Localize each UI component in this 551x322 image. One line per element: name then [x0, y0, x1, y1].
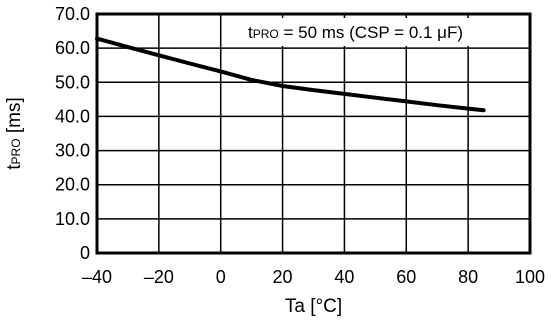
y-tick-label: 30.0 [55, 141, 90, 161]
x-tick-label: 100 [515, 267, 545, 287]
x-axis-label: Ta [°C] [285, 296, 342, 317]
x-tick-label: 0 [216, 267, 226, 287]
y-tick-label: 40.0 [55, 106, 90, 126]
annotation-box [241, 18, 526, 46]
y-axis-label: tPRO [ms] [4, 97, 25, 169]
y-tick-label: 50.0 [55, 72, 90, 92]
y-tick-label: 0 [80, 243, 90, 263]
x-tick-label: 40 [334, 267, 354, 287]
x-tick-label: 20 [273, 267, 293, 287]
y-tick-label: 70.0 [55, 4, 90, 24]
y-tick-label: 10.0 [55, 209, 90, 229]
x-tick-label: –40 [82, 267, 112, 287]
x-tick-label: –20 [144, 267, 174, 287]
x-tick-label: 60 [396, 267, 416, 287]
y-tick-label: 20.0 [55, 175, 90, 195]
grid-lines [97, 14, 530, 253]
x-tick-label: 80 [458, 267, 478, 287]
y-tick-label: 60.0 [55, 38, 90, 58]
plot-frame [95, 12, 532, 255]
annotation-text: tPRO = 50 ms (CSP = 0.1 μF) [248, 23, 463, 42]
tick-labels: –40 –20 0 20 40 60 80 100 0 10.0 20.0 30.0 40.0 50.0 6… [55, 4, 545, 287]
series-line [95, 36, 486, 113]
